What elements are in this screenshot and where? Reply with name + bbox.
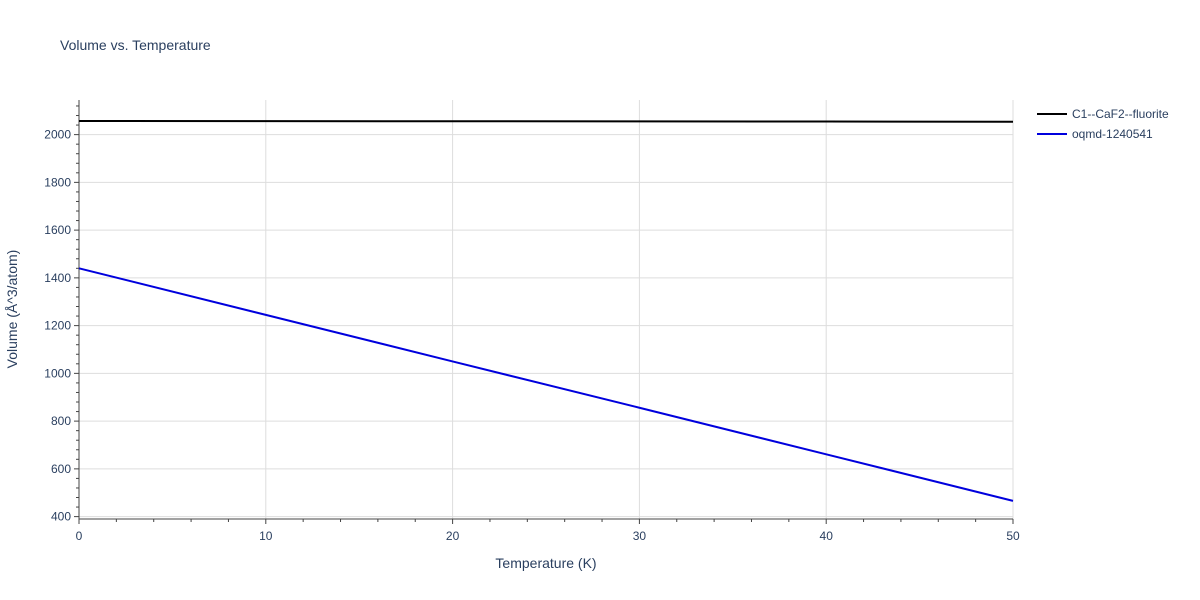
y-tick-label: 400 (51, 510, 71, 524)
grid (79, 100, 1014, 519)
y-tick-label: 2000 (44, 128, 71, 142)
series-line-0 (78, 120, 1014, 123)
chart-title: Volume vs. Temperature (60, 37, 211, 53)
legend[interactable]: C1--CaF2--fluorite oqmd-1240541 (1037, 107, 1169, 141)
x-tick-label: 30 (633, 529, 647, 543)
x-tick-label: 10 (259, 529, 273, 543)
x-tick-label: 0 (76, 529, 83, 543)
y-axis-title: Volume (Å^3/atom) (4, 250, 20, 369)
y-tick-label: 1800 (44, 175, 71, 189)
y-tick-label: 1000 (44, 366, 71, 380)
y-tick-label: 1200 (44, 319, 71, 333)
x-tick-label: 50 (1006, 529, 1020, 543)
y-tick-label: 1600 (44, 223, 71, 237)
x-ticks: 0 10 20 30 40 50 (76, 519, 1020, 543)
y-ticks: 400 600 800 1000 1200 1400 1600 1800 2000 (44, 105, 79, 524)
series-lines (78, 120, 1014, 502)
x-tick-label: 40 (820, 529, 834, 543)
series-line-1 (78, 267, 1014, 502)
y-tick-label: 800 (51, 414, 71, 428)
legend-label: C1--CaF2--fluorite (1072, 107, 1169, 121)
x-tick-label: 20 (446, 529, 460, 543)
legend-item-1[interactable]: oqmd-1240541 (1037, 127, 1153, 141)
axes (78, 100, 1013, 520)
legend-label: oqmd-1240541 (1072, 127, 1153, 141)
legend-item-0[interactable]: C1--CaF2--fluorite (1037, 107, 1169, 121)
x-axis-title: Temperature (K) (495, 555, 596, 571)
y-tick-label: 1400 (44, 271, 71, 285)
y-tick-label: 600 (51, 462, 71, 476)
